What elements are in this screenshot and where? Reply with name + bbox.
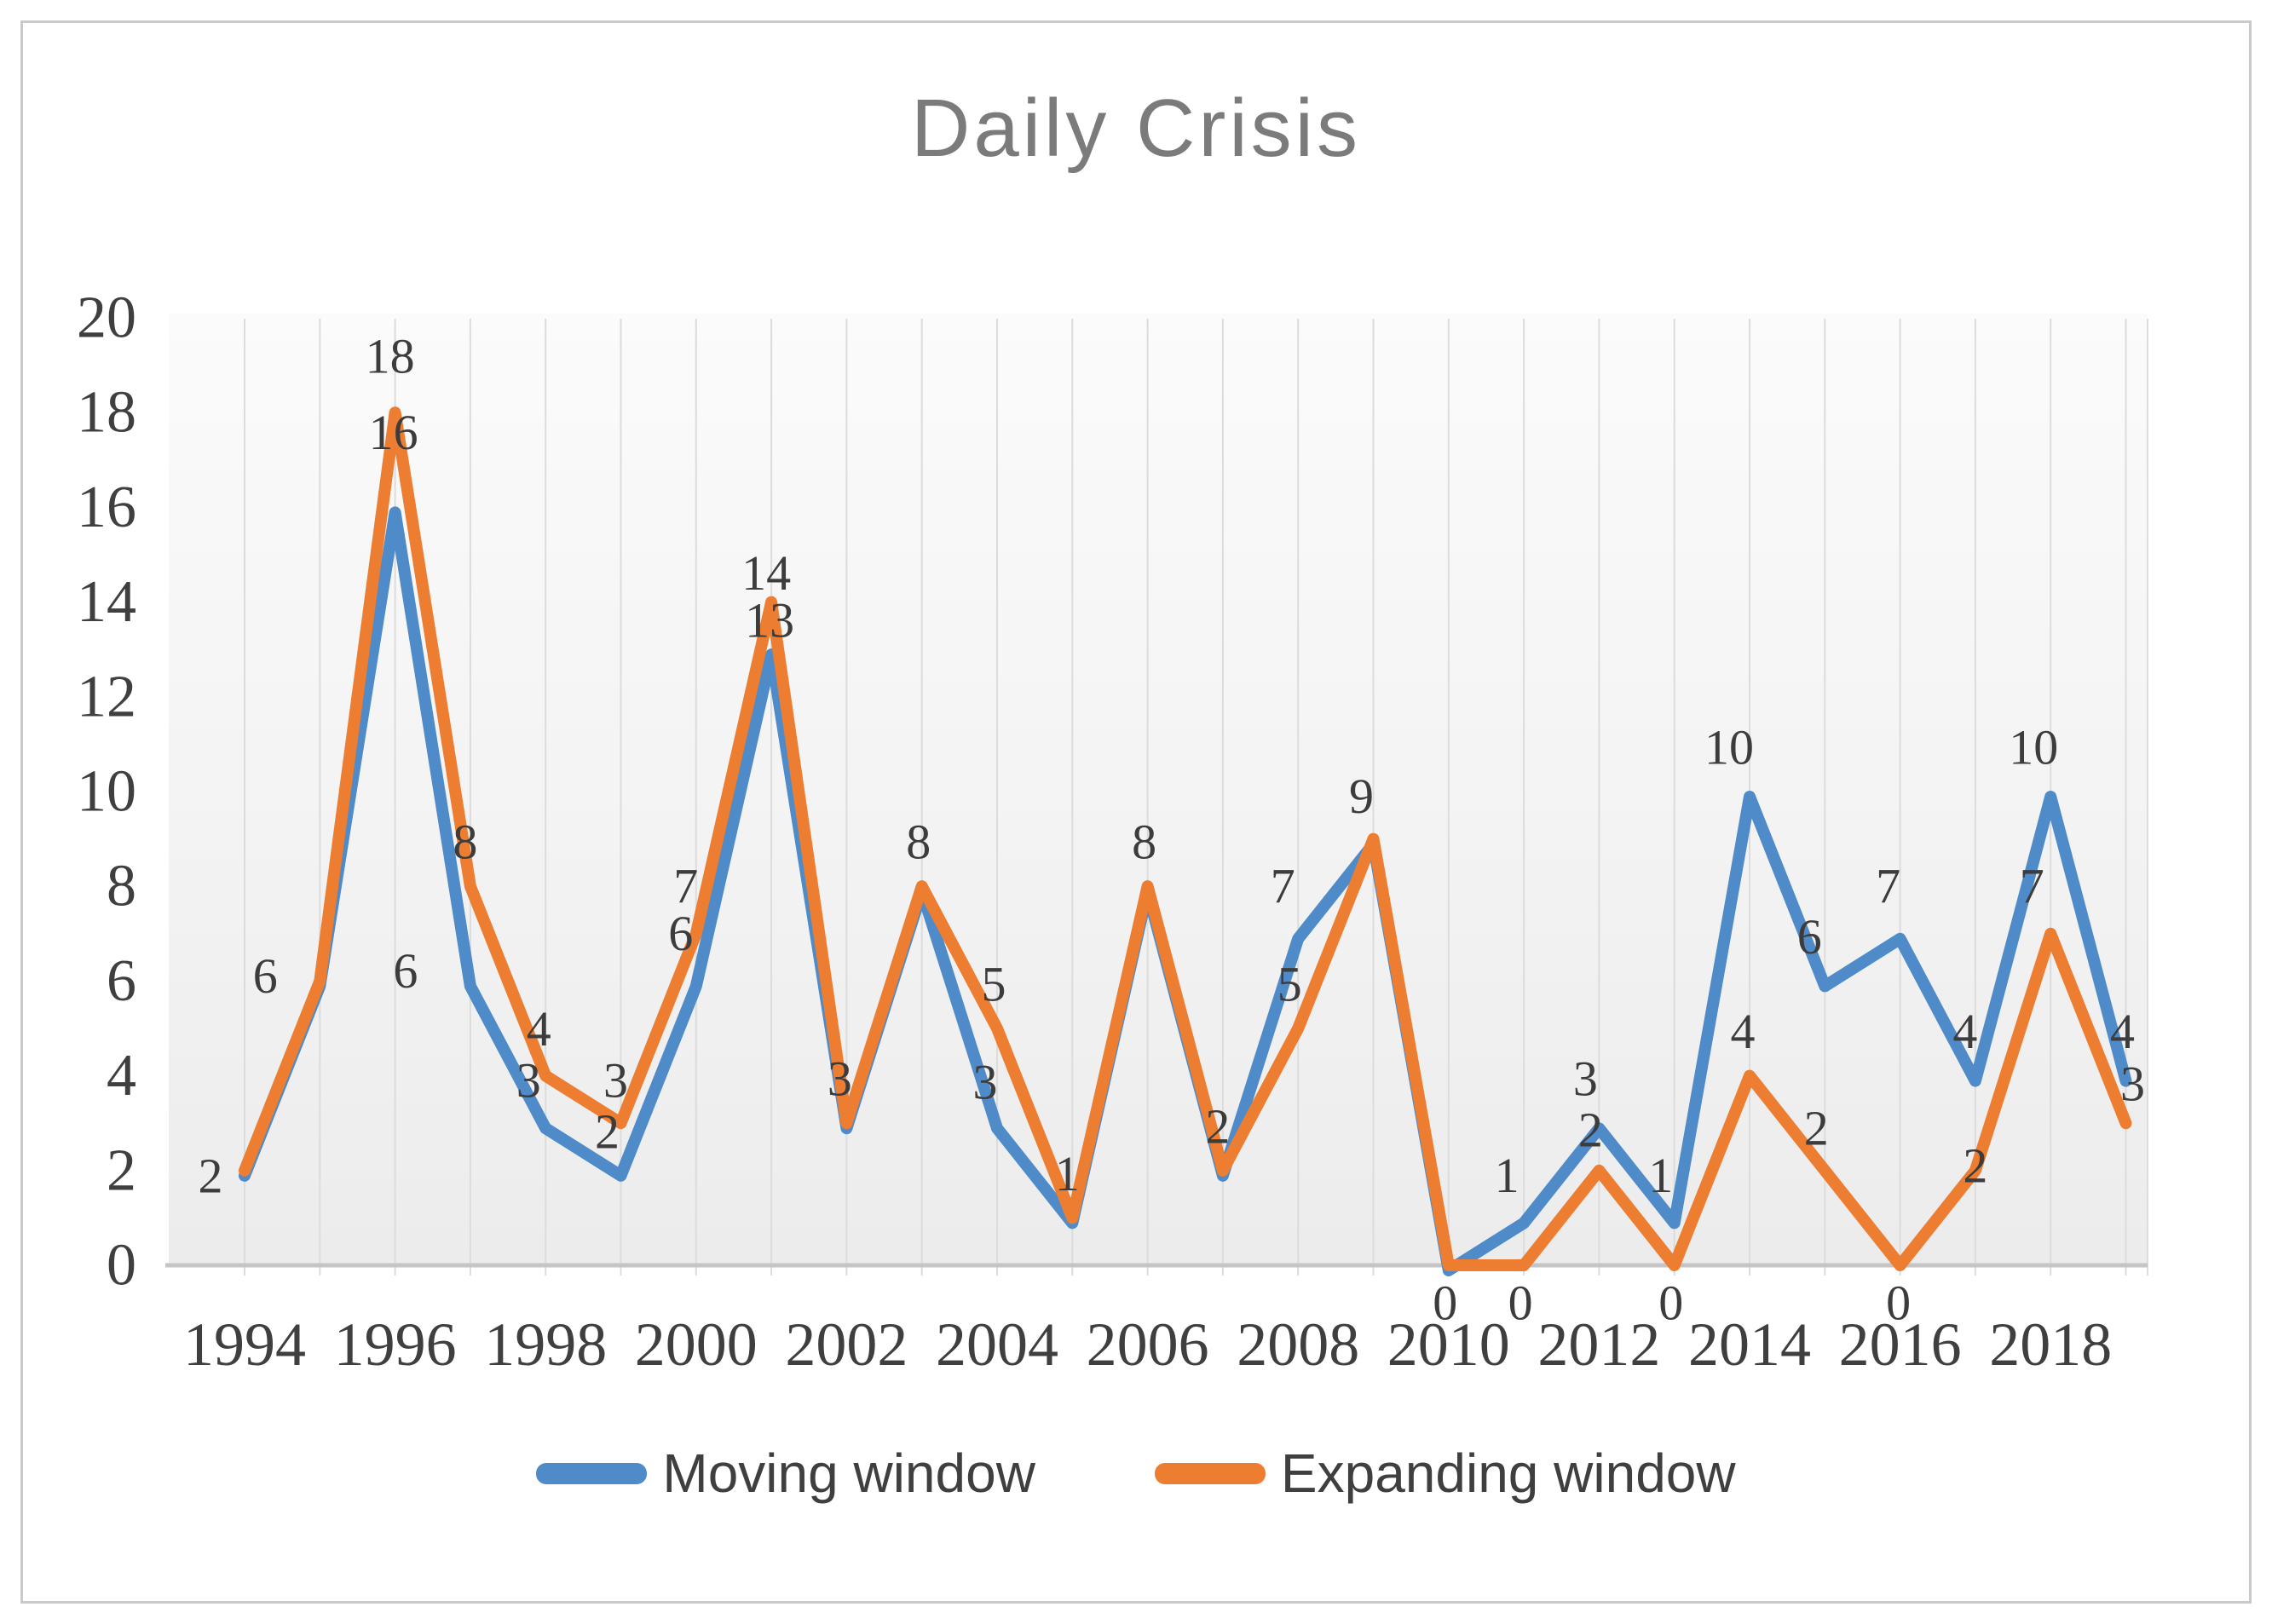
data-label: 0	[1886, 1276, 1911, 1331]
chart-title: Daily Crisis	[911, 83, 1361, 174]
y-tick-label: 4	[107, 1043, 136, 1109]
data-label: 14	[741, 545, 791, 601]
data-label: 2	[1205, 1098, 1230, 1154]
data-label: 7	[1271, 858, 1295, 913]
data-label: 6	[253, 948, 278, 1004]
x-tick-label: 2004	[936, 1310, 1058, 1379]
y-tick-label: 10	[77, 759, 136, 825]
data-label: 16	[369, 405, 418, 460]
y-tick-label: 0	[107, 1233, 136, 1299]
data-label: 3	[973, 1055, 998, 1110]
data-label: 2	[1804, 1100, 1829, 1155]
plot-background	[169, 314, 2148, 1265]
x-tick-label: 2018	[1989, 1310, 2112, 1379]
x-tick-label: 2016	[1839, 1310, 1962, 1379]
data-label: 3	[516, 1053, 541, 1109]
data-label: 1	[1055, 1146, 1080, 1201]
y-tick-label: 8	[107, 854, 136, 919]
series-lines	[239, 406, 2132, 1276]
legend-item-expanding-window: Expanding window	[1154, 1442, 1736, 1505]
data-label: 2	[595, 1103, 620, 1159]
x-tick-label: 2002	[785, 1310, 908, 1379]
data-label: 8	[453, 815, 477, 870]
data-label: 3	[2120, 1057, 2145, 1112]
legend-label-expanding-window: Expanding window	[1280, 1443, 1736, 1504]
data-label: 7	[2020, 858, 2044, 913]
x-tick-label: 1996	[334, 1310, 457, 1379]
data-label: 18	[366, 329, 415, 384]
data-label: 0	[1508, 1276, 1533, 1331]
data-label: 3	[603, 1053, 628, 1109]
data-label: 4	[1731, 1004, 1756, 1059]
data-label: 0	[1433, 1276, 1457, 1331]
x-tick-label: 1994	[183, 1310, 306, 1379]
data-label: 5	[982, 957, 1006, 1012]
data-label: 4	[2110, 1004, 2135, 1059]
chart-legend: Moving window Expanding window	[0, 1442, 2272, 1505]
data-label: 3	[1573, 1051, 1598, 1107]
data-label: 0	[1658, 1276, 1683, 1331]
x-tick-label: 2006	[1087, 1310, 1209, 1379]
data-label: 3	[827, 1051, 852, 1107]
data-label: 6	[1797, 909, 1822, 965]
data-label: 7	[1876, 858, 1900, 913]
data-label: 2	[1578, 1102, 1603, 1157]
y-tick-label: 6	[107, 948, 136, 1014]
data-label: 10	[2009, 720, 2058, 775]
data-label: 13	[745, 593, 794, 648]
data-label: 6	[393, 943, 418, 999]
data-label: 9	[1349, 769, 1374, 824]
data-label: 6	[668, 906, 693, 961]
data-label: 1	[1648, 1148, 1673, 1203]
x-tick-label: 2008	[1237, 1310, 1359, 1379]
legend-item-moving-window: Moving window	[536, 1442, 1035, 1505]
data-label: 2	[1963, 1137, 1987, 1193]
x-tick-label: 2000	[635, 1310, 758, 1379]
y-tick-label: 12	[77, 664, 136, 729]
x-tick-label: 2010	[1387, 1310, 1510, 1379]
x-tick-label: 1998	[484, 1310, 607, 1379]
series-line-expanding-window	[239, 406, 2132, 1271]
y-axis-tick-labels: 0 2 4 6 8 10 12 14 16 18 20	[77, 285, 136, 1299]
expanding-window-swatch-icon	[1154, 1462, 1266, 1484]
y-tick-label: 14	[77, 569, 136, 635]
x-tick-label: 2012	[1537, 1310, 1660, 1379]
x-tick-label: 2014	[1688, 1310, 1811, 1379]
plot-background-fill	[169, 314, 2148, 1265]
data-label: 7	[673, 858, 698, 913]
y-tick-label: 16	[77, 475, 136, 540]
data-label: 5	[1277, 957, 1302, 1012]
x-axis-tick-labels: 1994 1996 1998 2000 2002 2004 2006 2008 2010 2012…	[183, 1310, 2112, 1379]
data-label: 10	[1704, 720, 1754, 775]
data-label: 2	[199, 1148, 223, 1203]
y-tick-label: 2	[107, 1137, 136, 1203]
legend-label-moving-window: Moving window	[662, 1443, 1035, 1504]
moving-window-swatch-icon	[536, 1462, 648, 1484]
y-tick-label: 18	[77, 380, 136, 446]
data-label: 8	[1132, 815, 1156, 870]
y-tick-label: 20	[77, 285, 136, 351]
vertical-gridlines	[244, 319, 2148, 1276]
data-label: 4	[1952, 1004, 1977, 1059]
data-label: 8	[906, 815, 931, 870]
data-label: 1	[1495, 1148, 1519, 1203]
data-label: 4	[527, 1001, 551, 1057]
